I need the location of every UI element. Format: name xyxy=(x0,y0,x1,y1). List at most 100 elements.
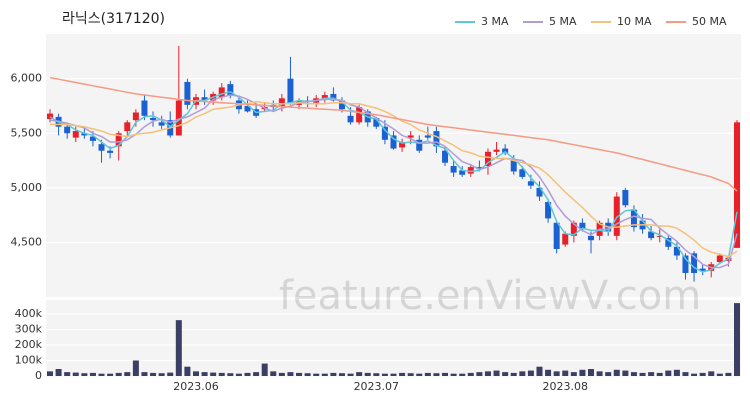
volume-bar xyxy=(253,372,260,376)
candle-body xyxy=(416,139,423,151)
volume-bar xyxy=(132,360,139,376)
volume-bar xyxy=(227,373,234,376)
volume-bar xyxy=(235,373,242,376)
candle-body xyxy=(72,131,79,138)
volume-bar xyxy=(390,373,397,376)
candle-body xyxy=(665,238,672,247)
candle-body xyxy=(450,166,457,173)
volume-bar xyxy=(596,371,603,376)
volume-bar xyxy=(639,372,646,376)
candle-body xyxy=(115,133,122,147)
watermark: feature.enViewV.com xyxy=(279,273,701,319)
volume-bar xyxy=(244,372,251,376)
volume-bar xyxy=(381,373,388,376)
volume-bar xyxy=(47,371,53,376)
candle-body xyxy=(218,87,225,98)
ma-line xyxy=(49,90,738,273)
candle-body xyxy=(132,112,139,121)
candle-body xyxy=(47,113,53,120)
candle-body xyxy=(691,253,698,273)
volume-bar xyxy=(72,372,79,376)
candle-body xyxy=(158,122,165,126)
candle-body xyxy=(467,167,474,174)
volume-bar xyxy=(630,372,637,376)
candle-body xyxy=(648,231,655,239)
volume-bar xyxy=(467,372,474,376)
candle-body xyxy=(527,181,534,186)
volume-bar xyxy=(648,372,655,376)
volume-bar xyxy=(699,372,706,376)
candle-body xyxy=(433,131,440,147)
volume-bar xyxy=(613,369,620,376)
candle-body xyxy=(682,255,689,273)
volume-bar xyxy=(55,369,62,376)
volume-bar xyxy=(338,373,345,376)
candle-body xyxy=(484,151,491,166)
legend-label: 5 MA xyxy=(549,15,577,28)
volume-bar xyxy=(261,363,268,376)
candle-body xyxy=(442,150,449,163)
price-panel xyxy=(46,34,741,297)
y-tick-label: 0 xyxy=(35,369,42,382)
candle-body xyxy=(459,170,466,175)
volume-bar xyxy=(124,372,131,376)
volume-bar xyxy=(442,372,449,376)
volume-bar xyxy=(364,372,371,376)
volume-bar xyxy=(725,372,732,376)
candle-body xyxy=(536,187,543,197)
volume-bar xyxy=(527,370,534,376)
volume-bar xyxy=(158,373,165,376)
legend-label: 3 MA xyxy=(481,15,509,28)
candle-body xyxy=(570,222,577,236)
volume-bar xyxy=(210,372,217,376)
y-tick-label: 5,500 xyxy=(11,126,43,139)
y-tick-label: 200k xyxy=(15,338,43,351)
candle-body xyxy=(227,84,234,96)
candle-body xyxy=(107,150,114,153)
volume-bar xyxy=(622,370,629,376)
volume-bar xyxy=(484,371,491,376)
volume-bar xyxy=(656,372,663,376)
volume-panel xyxy=(46,300,741,377)
candle-body xyxy=(124,122,131,132)
legend-label: 10 MA xyxy=(617,15,652,28)
volume-bar xyxy=(510,372,517,376)
volume-bar xyxy=(218,372,225,376)
volume-bar xyxy=(150,372,157,376)
candle-body xyxy=(175,100,182,136)
legend-label: 50 MA xyxy=(692,15,727,28)
x-tick-label: 2023.06 xyxy=(173,380,219,393)
volume-bar xyxy=(201,372,208,376)
ma-line xyxy=(49,76,738,192)
candle-body xyxy=(373,117,380,127)
candle-body xyxy=(613,196,620,236)
volume-bar xyxy=(330,372,337,376)
y-tick-label: 6,000 xyxy=(11,72,43,85)
candle-body xyxy=(330,93,337,101)
volume-bar xyxy=(373,373,380,376)
candle-body xyxy=(321,95,328,99)
volume-bar xyxy=(476,372,483,376)
volume-bar xyxy=(313,373,320,376)
candle-body xyxy=(244,105,251,112)
volume-bar xyxy=(270,371,277,376)
volume-bar xyxy=(321,373,328,376)
chart-title: 라닉스(317120) xyxy=(62,11,165,27)
y-tick-label: 300k xyxy=(15,322,43,335)
volume-bar xyxy=(287,372,294,376)
candle-body xyxy=(278,98,285,108)
volume-bar xyxy=(278,372,285,376)
ma-line xyxy=(49,94,738,269)
candle-body xyxy=(338,100,345,110)
candle-body xyxy=(622,190,629,206)
candle-body xyxy=(347,115,354,123)
volume-bar xyxy=(356,372,363,376)
y-tick-label: 400k xyxy=(15,307,43,320)
candle-body xyxy=(673,246,680,256)
candle-body xyxy=(579,222,586,230)
candle-body xyxy=(399,141,406,148)
candle-body xyxy=(381,126,388,140)
candle-body xyxy=(64,126,71,134)
candle-body xyxy=(716,255,723,263)
